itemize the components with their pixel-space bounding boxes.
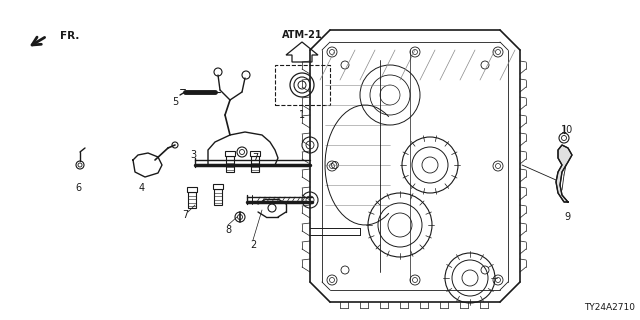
Text: 2: 2 [250, 240, 256, 250]
Bar [187, 187, 197, 192]
Polygon shape [286, 42, 318, 62]
Text: 7: 7 [182, 210, 188, 220]
Bar [213, 184, 223, 189]
Text: ATM-21: ATM-21 [282, 30, 323, 40]
Text: 8: 8 [225, 225, 231, 235]
Bar [214, 189, 222, 205]
Text: FR.: FR. [60, 31, 79, 41]
Polygon shape [556, 145, 572, 202]
Text: 6: 6 [75, 183, 81, 193]
Text: 4: 4 [139, 183, 145, 193]
Text: 5: 5 [172, 97, 178, 107]
Bar [225, 151, 235, 156]
Bar [251, 156, 259, 172]
Bar [250, 151, 260, 156]
Text: 3: 3 [190, 150, 196, 160]
Text: 9: 9 [564, 212, 570, 222]
Text: 7: 7 [252, 153, 258, 163]
Bar [188, 192, 196, 208]
Text: TY24A2710: TY24A2710 [584, 303, 635, 312]
Bar [226, 156, 234, 172]
Text: 1: 1 [299, 110, 305, 120]
Text: 10: 10 [561, 125, 573, 135]
Bar [275, 65, 330, 105]
